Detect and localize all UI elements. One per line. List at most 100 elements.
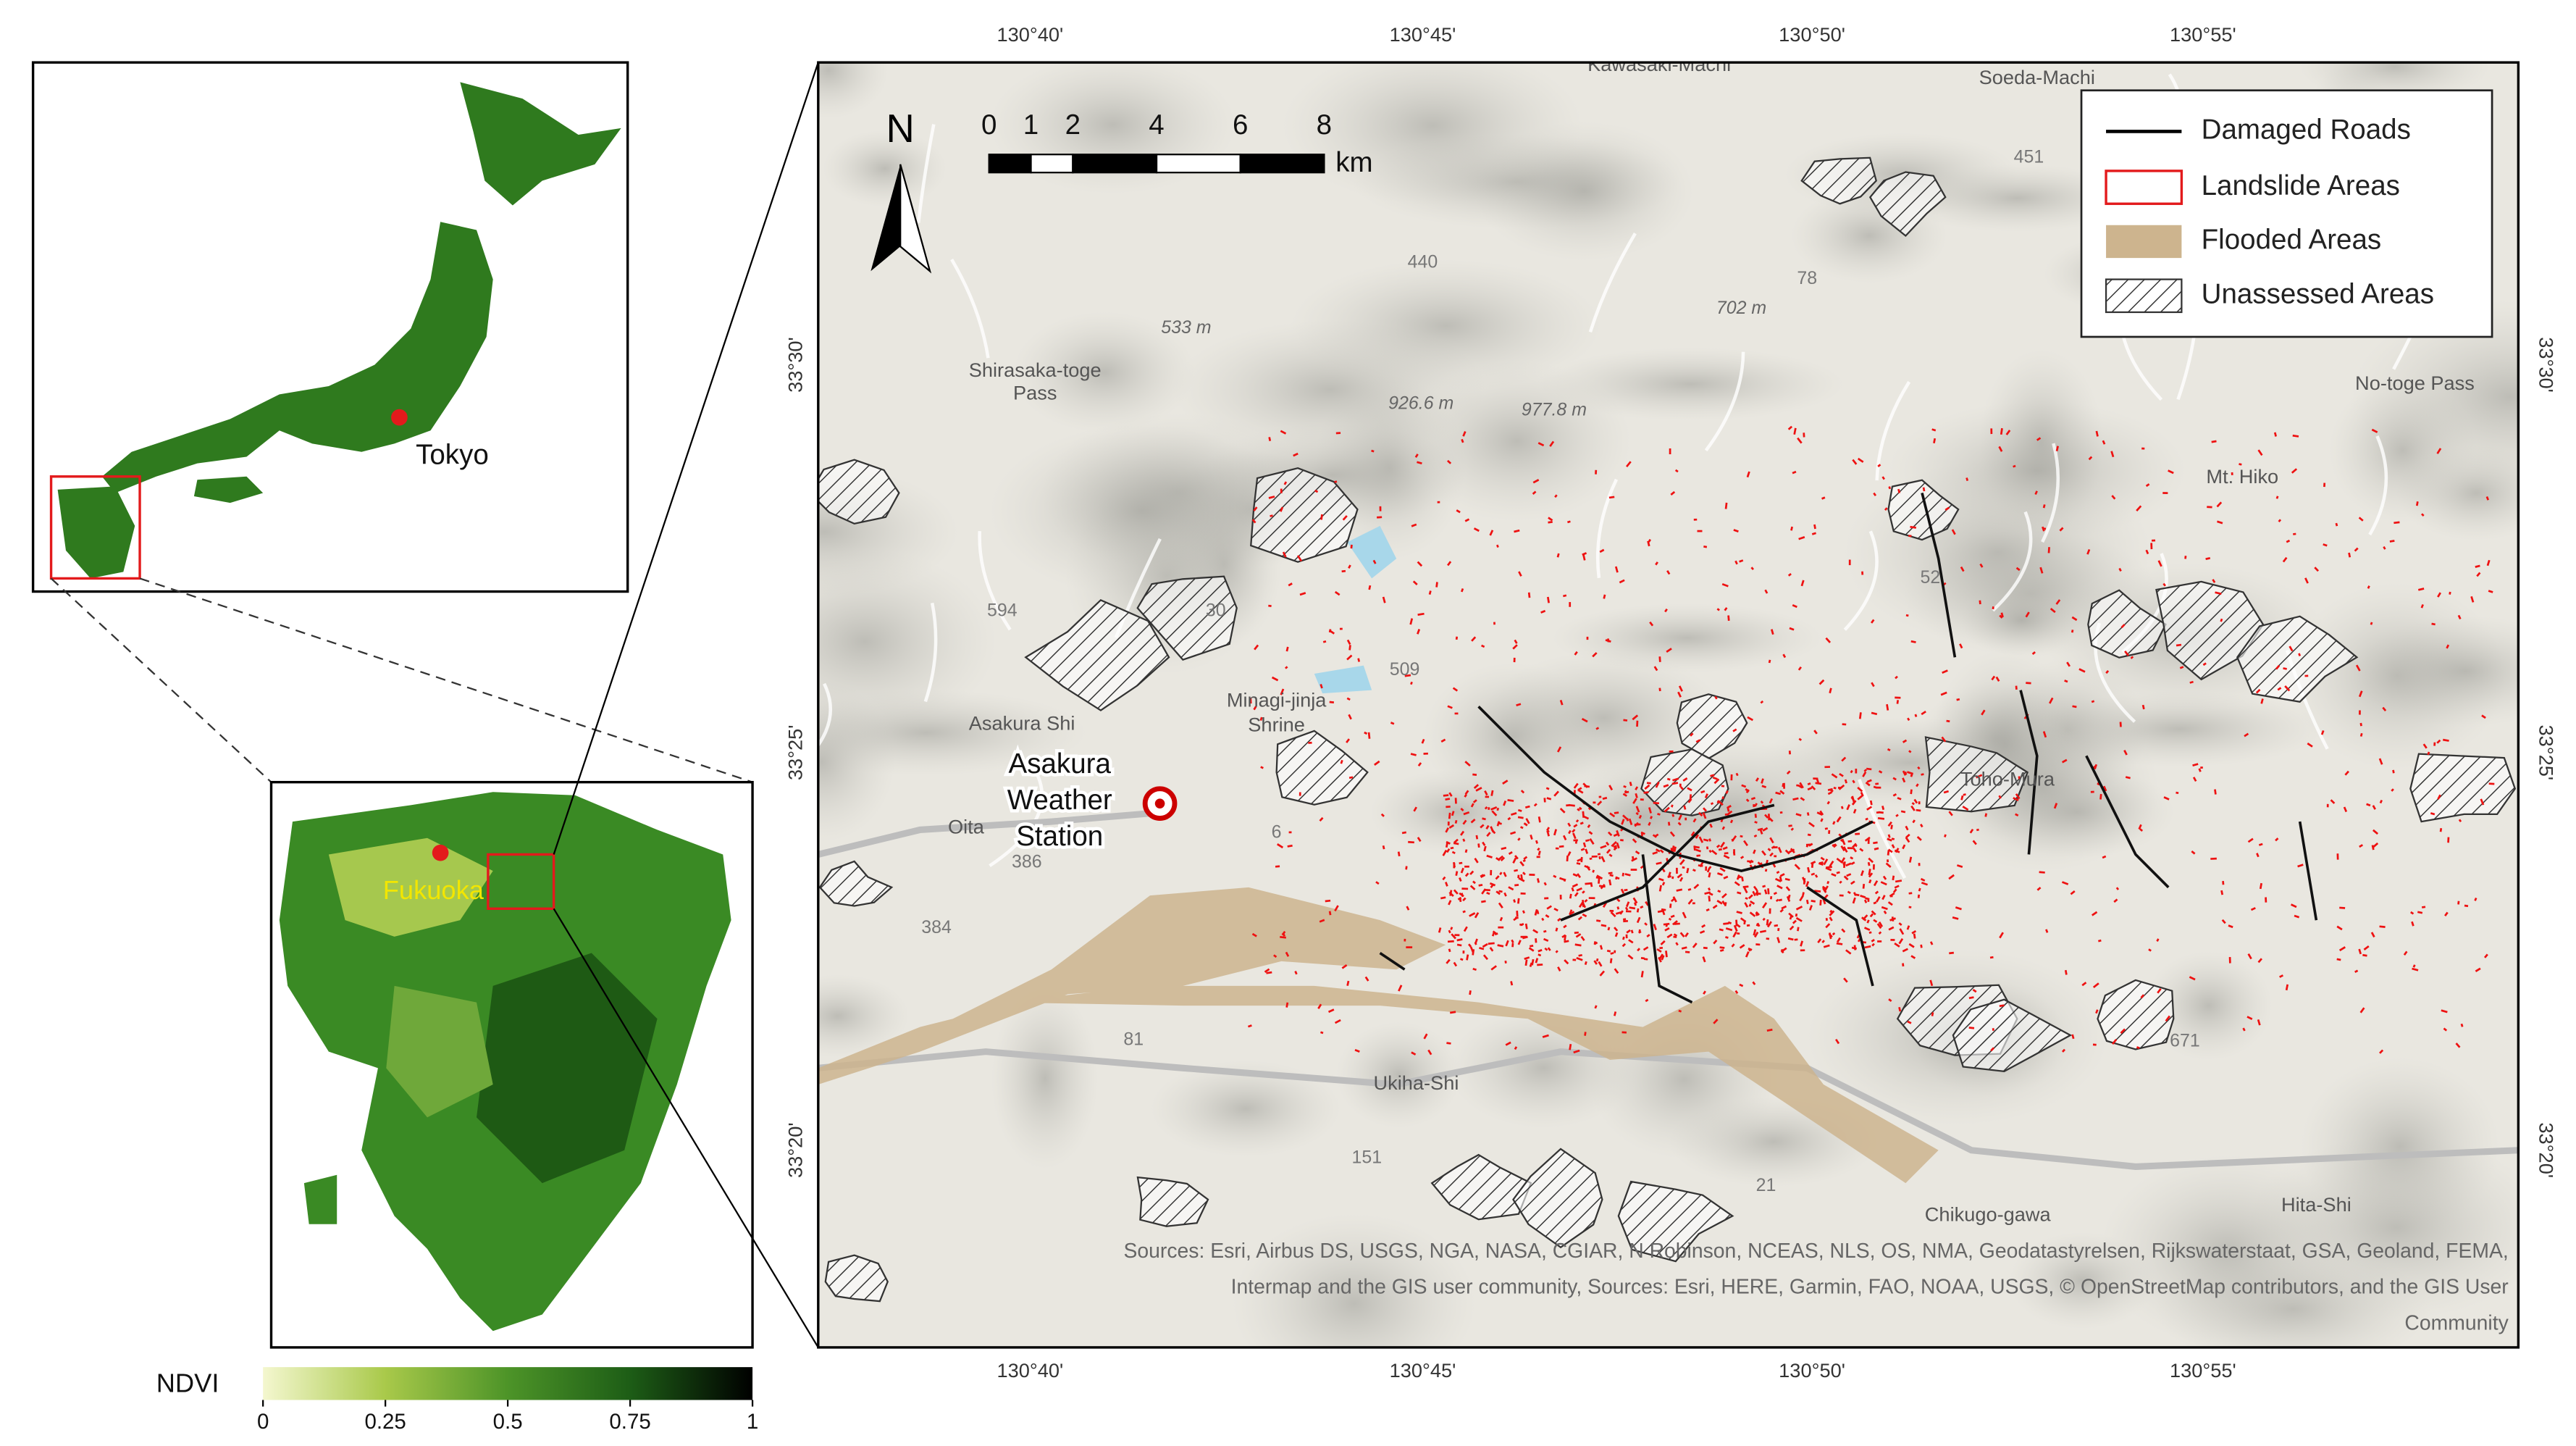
damaged-road xyxy=(2085,755,2170,889)
landslide xyxy=(1582,811,1585,818)
landslide xyxy=(1532,929,1539,934)
landslide xyxy=(2165,1015,2170,1022)
landslide xyxy=(1602,796,1608,801)
landslide xyxy=(1792,604,1797,609)
landslide xyxy=(1496,544,1499,548)
landslide xyxy=(1609,909,1614,912)
landslide xyxy=(1348,645,1351,651)
landslide xyxy=(1905,837,1910,843)
landslide xyxy=(1456,943,1462,947)
landslide xyxy=(1260,766,1264,769)
landslide xyxy=(2102,855,2107,859)
landslide xyxy=(2125,776,2131,780)
unassessed-area xyxy=(2409,753,2517,823)
landslide xyxy=(1790,848,1795,854)
landslide xyxy=(1850,796,1855,801)
landslide xyxy=(2475,967,2481,972)
landslide xyxy=(1816,777,1820,785)
landslide xyxy=(1772,863,1776,868)
elevation-label: 702 m xyxy=(1716,298,1766,318)
landslide xyxy=(2273,432,2277,437)
landslide xyxy=(1942,669,1948,674)
landslide xyxy=(1716,900,1723,905)
landslide xyxy=(1571,887,1574,892)
landslide xyxy=(1423,752,1428,755)
landslide xyxy=(2412,964,2416,968)
landslide xyxy=(1411,523,1417,527)
landslide xyxy=(1677,873,1683,879)
landslide xyxy=(1546,797,1552,801)
landslide xyxy=(1507,816,1511,821)
landslide xyxy=(1451,851,1456,855)
landslide xyxy=(1592,869,1595,873)
landslide xyxy=(2105,669,2110,674)
landslide xyxy=(1762,885,1766,888)
landslide xyxy=(1850,880,1855,885)
landslide xyxy=(1456,938,1463,942)
landslide xyxy=(1545,914,1550,919)
map-frame xyxy=(817,61,2520,1349)
landslide xyxy=(1572,832,1577,840)
stream xyxy=(950,258,990,359)
landslide xyxy=(1543,937,1549,943)
landslide xyxy=(1320,684,1323,689)
landslide xyxy=(1576,956,1583,961)
landslide xyxy=(1760,801,1764,804)
landslide xyxy=(1460,830,1465,836)
landslide xyxy=(1469,885,1476,890)
landslide xyxy=(2359,722,2362,727)
landslide xyxy=(1620,888,1625,894)
landslide xyxy=(1508,851,1513,855)
landslide xyxy=(1564,940,1569,943)
landslide xyxy=(1655,781,1660,788)
landslide xyxy=(2123,749,2128,756)
landslide xyxy=(1759,929,1766,933)
landslide xyxy=(1910,955,1916,959)
scale-unit: km xyxy=(1335,147,1372,178)
landslide xyxy=(1446,1042,1451,1045)
unassessed-area xyxy=(1800,156,1878,205)
landslide xyxy=(1334,1019,1341,1024)
landslide xyxy=(2000,427,2003,435)
landslide xyxy=(2015,685,2018,690)
landslide xyxy=(1537,816,1541,823)
landslide xyxy=(2336,958,2341,961)
landslide xyxy=(1401,831,1407,835)
landslide xyxy=(1917,766,1921,770)
landslide xyxy=(2359,844,2364,848)
landslide xyxy=(1653,924,1657,931)
landslide xyxy=(1513,657,1516,663)
landslide xyxy=(1451,811,1455,816)
landslide xyxy=(1320,514,1323,520)
landslide xyxy=(1803,432,1805,438)
landslide xyxy=(1806,812,1810,816)
landslide xyxy=(1653,801,1660,805)
landslide xyxy=(1409,618,1414,625)
landslide xyxy=(1555,927,1558,932)
damaged-road xyxy=(2019,690,2039,855)
landslide xyxy=(1593,801,1596,804)
landslide xyxy=(1397,851,1401,857)
landslide xyxy=(1687,888,1692,891)
landslide xyxy=(2081,982,2087,987)
landslide xyxy=(1249,697,1252,704)
landslide xyxy=(1931,428,1937,432)
landslide xyxy=(2176,791,2179,795)
landslide xyxy=(2200,766,2203,769)
landslide xyxy=(2437,592,2441,598)
landslide xyxy=(1808,822,1815,828)
landslide xyxy=(1667,822,1671,826)
landslide xyxy=(2444,911,2449,917)
landslide xyxy=(1621,943,1627,948)
landslide xyxy=(1853,808,1857,814)
landslide xyxy=(1648,538,1651,543)
landslide xyxy=(1563,924,1567,929)
landslide xyxy=(1537,964,1543,966)
landslide xyxy=(1640,971,1644,978)
landslide xyxy=(1280,430,1287,435)
landslide xyxy=(1566,855,1569,862)
landslide xyxy=(1845,949,1852,955)
landslide xyxy=(1264,968,1270,973)
landslide xyxy=(1285,666,1288,669)
landslide xyxy=(2113,898,2118,903)
